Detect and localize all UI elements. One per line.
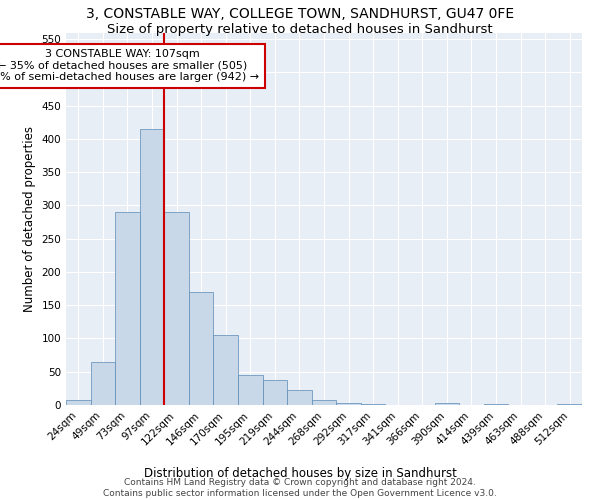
Bar (336, 403, 361, 405)
Bar (189, 292, 214, 405)
Text: 3, CONSTABLE WAY, COLLEGE TOWN, SANDHURST, GU47 0FE: 3, CONSTABLE WAY, COLLEGE TOWN, SANDHURS… (86, 8, 514, 22)
Bar (164, 212, 189, 405)
Text: Contains HM Land Registry data © Crown copyright and database right 2024.
Contai: Contains HM Land Registry data © Crown c… (103, 478, 497, 498)
Bar (238, 375, 263, 405)
Bar (263, 380, 287, 405)
Text: Size of property relative to detached houses in Sandhurst: Size of property relative to detached ho… (107, 22, 493, 36)
Bar (91, 362, 115, 405)
Text: Distribution of detached houses by size in Sandhurst: Distribution of detached houses by size … (143, 468, 457, 480)
Bar (214, 335, 238, 405)
Bar (115, 212, 140, 405)
Bar (434, 403, 459, 405)
Bar (557, 404, 582, 405)
Text: 3 CONSTABLE WAY: 107sqm
← 35% of detached houses are smaller (505)
64% of semi-d: 3 CONSTABLE WAY: 107sqm ← 35% of detache… (0, 49, 259, 82)
Bar (484, 404, 508, 405)
Y-axis label: Number of detached properties: Number of detached properties (23, 126, 36, 312)
Bar (287, 390, 312, 405)
Bar (140, 129, 164, 405)
Bar (312, 400, 336, 405)
Bar (66, 400, 91, 405)
Bar (361, 404, 385, 405)
